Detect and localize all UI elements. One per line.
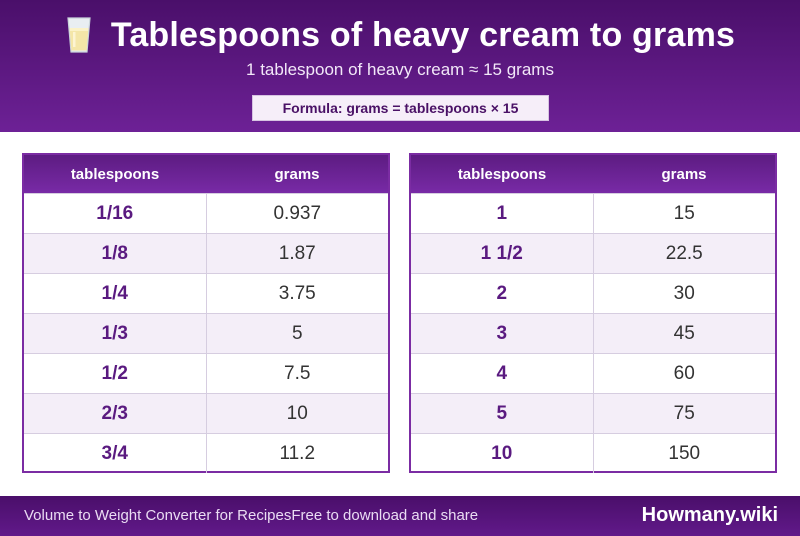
table-row: 1 1/2 22.5 (411, 233, 775, 273)
footer-share-label: Free to download and share (291, 507, 479, 524)
grams-cell: 150 (668, 442, 701, 464)
column-header-tablespoons: tablespoons (70, 165, 160, 183)
table-row: 1/3 5 (24, 313, 388, 353)
tablespoons-cell: 2/3 (24, 394, 207, 433)
table-row: 1/2 7.5 (24, 353, 388, 393)
table-row: 1/16 0.937 (24, 193, 388, 233)
title-row: Tablespoons of heavy cream to grams (0, 12, 800, 58)
tablespoons-cell: 1/8 (24, 234, 207, 273)
table-row: 3 45 (411, 313, 775, 353)
column-header-tablespoons: tablespoons (457, 165, 547, 183)
tablespoons-cell: 10 (411, 434, 594, 473)
table-row: 10 150 (411, 433, 775, 473)
header-banner: Tablespoons of heavy cream to grams 1 ta… (0, 0, 800, 132)
tablespoons-cell: 1 (411, 194, 594, 233)
grams-cell: 0.937 (273, 202, 322, 224)
grams-cell: 3.75 (278, 282, 316, 304)
table-row: 2 30 (411, 273, 775, 313)
formula-box: Formula: grams = tablespoons × 15 (252, 95, 549, 121)
page-title: Tablespoons of heavy cream to grams (110, 15, 736, 54)
tablespoons-cell: 2 (411, 274, 594, 313)
tablespoons-cell: 3/4 (24, 434, 207, 473)
tablespoons-cell: 5 (411, 394, 594, 433)
table-row: 4 60 (411, 353, 775, 393)
table-row: 1 15 (411, 193, 775, 233)
table-row: 2/3 10 (24, 393, 388, 433)
grams-cell: 22.5 (665, 242, 703, 264)
grams-cell: 7.5 (284, 362, 311, 384)
column-header-grams: grams (274, 165, 320, 183)
column-header-grams: grams (661, 165, 707, 183)
grams-cell: 15 (673, 202, 695, 224)
conversion-table-right: tablespoons grams 1 15 1 1/2 22.5 2 30 3 45 … (409, 153, 777, 473)
page-subtitle: 1 tablespoon of heavy cream ≈ 15 grams (246, 60, 554, 79)
grams-cell: 10 (286, 402, 308, 424)
tablespoons-cell: 1/4 (24, 274, 207, 313)
footer-converter-label: Volume to Weight Converter for Recipes (24, 507, 292, 524)
table-header: tablespoons grams (411, 155, 775, 193)
footer-bar: Volume to Weight Converter for RecipesFr… (0, 496, 800, 536)
grams-cell: 45 (673, 322, 695, 344)
table-row: 1/4 3.75 (24, 273, 388, 313)
tablespoons-cell: 1 1/2 (411, 234, 594, 273)
table-row: 5 75 (411, 393, 775, 433)
grams-cell: 11.2 (279, 442, 316, 464)
grams-cell: 5 (291, 322, 303, 344)
brand-logo[interactable]: Howmany.wiki (641, 504, 778, 526)
grams-cell: 1.87 (278, 242, 316, 264)
table-row: 1/8 1.87 (24, 233, 388, 273)
grams-cell: 60 (673, 362, 695, 384)
tablespoons-cell: 1/16 (24, 194, 207, 233)
glass-of-milk-icon (67, 17, 91, 53)
tablespoons-cell: 3 (411, 314, 594, 353)
grams-cell: 75 (673, 402, 695, 424)
tablespoons-cell: 4 (411, 354, 594, 393)
table-row: 3/4 11.2 (24, 433, 388, 473)
grams-cell: 30 (673, 282, 695, 304)
tablespoons-cell: 1/2 (24, 354, 207, 393)
footer-text: Volume to Weight Converter for RecipesFr… (24, 507, 478, 524)
tablespoons-cell: 1/3 (24, 314, 207, 353)
conversion-table-left: tablespoons grams 1/16 0.937 1/8 1.87 1/4 3… (22, 153, 390, 473)
table-header: tablespoons grams (24, 155, 388, 193)
